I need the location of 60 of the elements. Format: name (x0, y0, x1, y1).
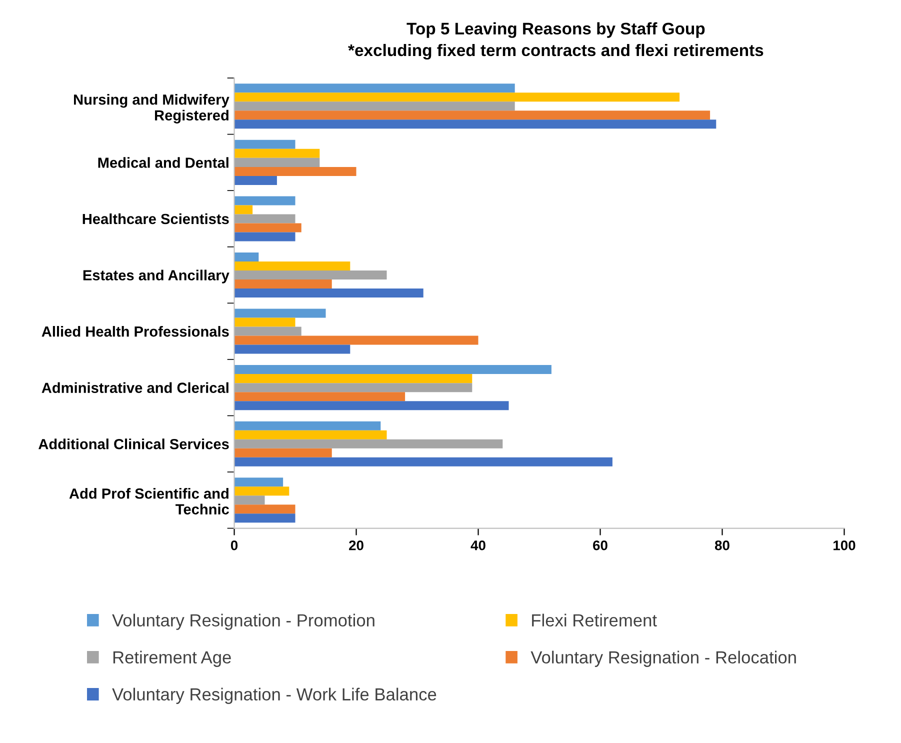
bar (234, 148, 320, 158)
x-tick-label: 40 (470, 540, 486, 550)
chart-title: Top 5 Leaving Reasons by Staff Goup *excluding fixed term contracts and flexi retirements (348, 22, 764, 60)
bar (234, 84, 515, 93)
bar (234, 421, 381, 430)
x-tick-label: 80 (714, 540, 730, 550)
bar (234, 344, 350, 354)
x-tick-label: 0 (230, 540, 238, 550)
bar (234, 280, 332, 289)
legend-label: Voluntary Resignation - Relocation (530, 650, 796, 667)
bar (234, 223, 302, 232)
bar (234, 166, 356, 176)
y-tick-label: Allied Health Professionals (42, 326, 229, 337)
bar (234, 120, 716, 129)
bar (234, 336, 478, 345)
bar (234, 252, 259, 262)
bar (234, 392, 406, 402)
y-tick-label: Add Prof Scientific and Technic (69, 488, 229, 514)
bar (234, 504, 296, 514)
y-tick-label: Administrative and Clerical (42, 382, 228, 393)
bar (234, 158, 320, 167)
bar (234, 514, 296, 523)
bar (234, 102, 515, 111)
bar (234, 110, 710, 120)
bar (234, 270, 387, 280)
bar (234, 308, 326, 318)
y-tick-label: Healthcare Scientists (82, 213, 229, 224)
y-tick-label: Additional Clinical Services (38, 438, 229, 450)
bar (234, 205, 253, 214)
bar (234, 232, 296, 242)
bar (234, 496, 265, 505)
bar (234, 374, 472, 384)
bar (234, 176, 277, 185)
x-tick-label: 60 (593, 540, 608, 550)
bar (234, 140, 296, 149)
y-tick-label: Estates and Ancillary (83, 270, 230, 284)
legend-label: Voluntary Resignation - Promotion (112, 614, 374, 630)
bar (234, 401, 509, 410)
bar (234, 318, 296, 327)
bar (234, 448, 332, 458)
bar (234, 383, 472, 392)
bar (234, 261, 350, 270)
bar (234, 92, 680, 102)
y-tick-label: Nursing and Midwifery Registered (74, 94, 230, 124)
bar (234, 365, 552, 374)
legend-label: Flexi Retirement (532, 614, 657, 626)
bar (234, 430, 387, 440)
bar (234, 439, 503, 448)
x-tick-label: 100 (834, 540, 856, 550)
bar (234, 478, 284, 487)
bar (234, 326, 302, 336)
bar (234, 214, 296, 224)
x-tick-label: 20 (349, 540, 364, 550)
bar (234, 196, 296, 206)
legend-label: Voluntary Resignation - Work Life Balance (112, 688, 436, 704)
bar (234, 288, 424, 298)
bar (234, 486, 290, 496)
bar (234, 457, 612, 466)
legend-label: Retirement Age (113, 650, 231, 667)
y-tick-label: Medical and Dental (98, 157, 228, 168)
